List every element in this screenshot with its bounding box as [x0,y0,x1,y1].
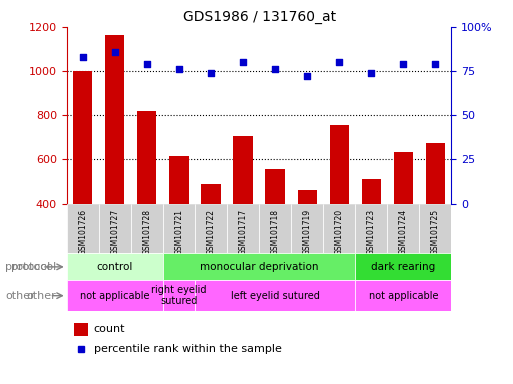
Text: dark rearing: dark rearing [371,262,436,272]
Bar [355,253,451,280]
Bar [67,204,98,253]
Bar [67,280,163,311]
Bar [426,143,445,204]
Text: right eyelid
sutured: right eyelid sutured [151,285,207,306]
Text: GSM101719: GSM101719 [303,209,312,255]
Text: GSM101728: GSM101728 [142,209,151,255]
Text: GSM101721: GSM101721 [174,209,184,255]
Point [303,73,311,79]
Bar [393,152,413,204]
Bar [298,190,317,204]
Bar [201,184,221,204]
Point [143,61,151,67]
Bar [137,111,156,204]
Bar [387,204,420,253]
Bar [265,169,285,204]
Text: GSM101718: GSM101718 [270,209,280,255]
Bar [163,253,355,280]
Bar [291,204,323,253]
Point [271,66,279,72]
Bar [329,125,349,204]
Text: GSM101717: GSM101717 [239,209,248,255]
Bar [362,179,381,204]
Text: GSM101726: GSM101726 [78,209,87,255]
Bar [105,35,124,204]
Bar [195,280,355,311]
Bar [355,280,451,311]
Bar [355,204,387,253]
Bar [163,280,195,311]
Bar [98,204,131,253]
Point [399,61,407,67]
Bar [233,136,252,204]
Text: left eyelid sutured: left eyelid sutured [231,291,320,301]
Text: GSM101724: GSM101724 [399,209,408,255]
Text: GSM101723: GSM101723 [367,209,376,255]
Bar [73,71,92,204]
Point [207,70,215,76]
Text: GSM101722: GSM101722 [206,209,215,255]
Text: control: control [96,262,133,272]
Text: not applicable: not applicable [80,291,149,301]
Text: other: other [27,291,56,301]
Text: count: count [93,324,125,334]
Text: GSM101725: GSM101725 [431,209,440,255]
Point [367,70,376,76]
Bar [195,204,227,253]
Title: GDS1986 / 131760_at: GDS1986 / 131760_at [183,10,336,25]
Bar [163,204,195,253]
Text: protocol: protocol [11,262,56,272]
Text: monocular deprivation: monocular deprivation [200,262,318,272]
Bar [131,204,163,253]
Text: protocol: protocol [5,262,50,272]
Point [175,66,183,72]
Text: GSM101720: GSM101720 [334,209,344,255]
Point [431,61,440,67]
Point [111,48,119,55]
Bar [259,204,291,253]
Bar [169,156,189,204]
Text: percentile rank within the sample: percentile rank within the sample [93,344,282,354]
Text: GSM101727: GSM101727 [110,209,120,255]
Point [335,59,343,65]
Text: not applicable: not applicable [369,291,438,301]
Bar [227,204,259,253]
Bar [74,323,88,336]
Point [78,54,87,60]
Bar [67,253,163,280]
Point [239,59,247,65]
Bar [420,204,451,253]
Bar [323,204,355,253]
Text: other: other [5,291,35,301]
